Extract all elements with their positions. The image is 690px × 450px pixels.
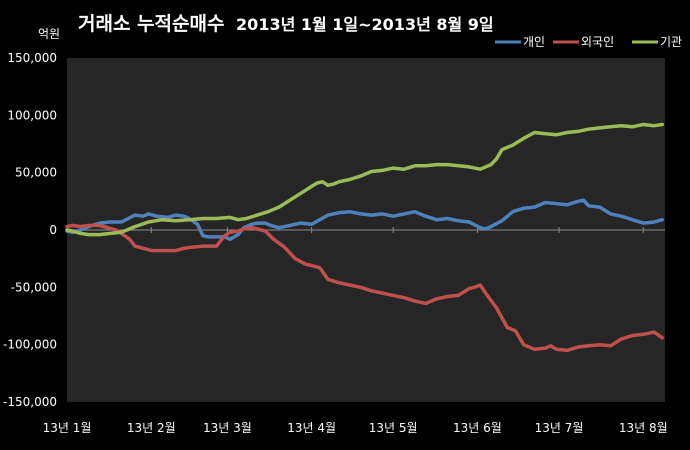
y-axis-tick-labels: 150,000 100,000 50,000 0 -50,000 -100,000 -150… xyxy=(3,51,57,409)
series-line-0 xyxy=(65,198,665,241)
x-tick-label: 13년 6월 xyxy=(453,421,502,435)
y-tick-label: -100,000 xyxy=(3,338,57,352)
x-tick-label: 13년 7월 xyxy=(535,421,584,435)
x-tick-label: 13년 5월 xyxy=(369,421,418,435)
chart-title: 거래소 누적순매수 2013년 1월 1일~2013년 8월 9일 xyxy=(78,13,494,35)
y-tick-label: 0 xyxy=(49,223,57,237)
series-line-1 xyxy=(65,223,665,353)
y-tick-label: -150,000 xyxy=(3,395,57,409)
legend: 개인 외국인 기관 xyxy=(495,35,682,49)
series-lines xyxy=(65,122,665,353)
series-line-2 xyxy=(65,122,665,237)
y-tick-label: -50,000 xyxy=(11,280,57,294)
x-tick-label: 13년 4월 xyxy=(287,421,336,435)
x-axis-tick-labels: 13년 1월 13년 2월 13년 3월 13년 4월 13년 5월 13년 6월 13년 … xyxy=(43,421,668,435)
y-tick-label: 100,000 xyxy=(7,108,57,122)
x-tick-label: 13년 1월 xyxy=(43,421,92,435)
x-tick-label: 13년 2월 xyxy=(127,421,176,435)
legend-label: 외국인 xyxy=(581,35,614,49)
chart-title-main: 거래소 누적순매수 xyxy=(78,13,224,35)
y-tick-label: 150,000 xyxy=(7,51,57,65)
y-unit-label: 억원 xyxy=(38,27,60,41)
x-tick-label: 13년 3월 xyxy=(203,421,252,435)
x-tick-label: 13년 8월 xyxy=(619,421,668,435)
legend-label: 개인 xyxy=(523,35,545,49)
chart-title-period: 2013년 1월 1일~2013년 8월 9일 xyxy=(236,15,494,34)
legend-label: 기관 xyxy=(660,35,682,49)
y-tick-label: 50,000 xyxy=(15,166,57,180)
